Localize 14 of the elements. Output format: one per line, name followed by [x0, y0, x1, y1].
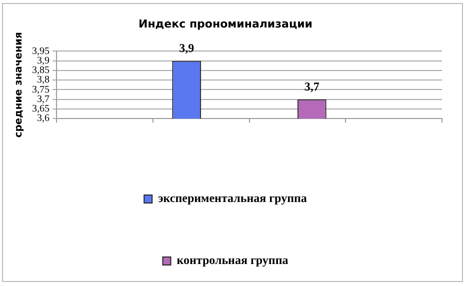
y-tick-label: 3,95: [32, 46, 50, 57]
legend-label: экспериментальная группа: [158, 191, 307, 206]
legend-label: контрольная группа: [176, 253, 288, 268]
y-tick-label: 3,75: [32, 84, 50, 96]
data-label: 3,9: [179, 40, 194, 55]
chart-title: Индекс прономинализации: [138, 17, 313, 30]
y-tick-label: 3,9: [37, 55, 50, 66]
y-axis-title: средние значения: [14, 32, 25, 138]
y-tick-label: 3,65: [32, 104, 50, 115]
y-tick-label: 3,6: [37, 113, 50, 124]
y-tick-label: 3,8: [37, 74, 50, 86]
y-tick-label: 3,85: [32, 65, 50, 76]
data-label: 3,7: [304, 79, 320, 94]
y-tick-label: 3,7: [37, 94, 50, 105]
